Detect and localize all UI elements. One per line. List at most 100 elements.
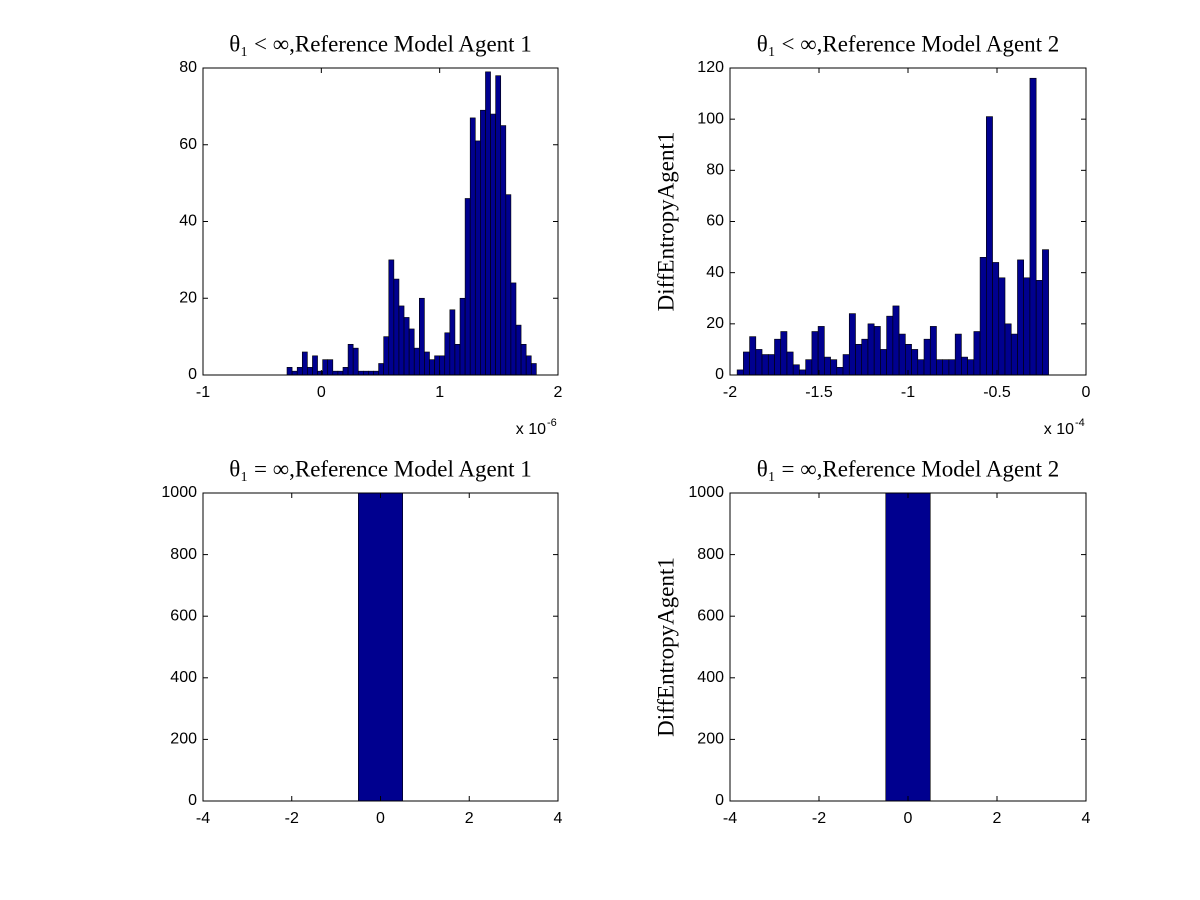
x-multiplier-exponent: -6 (547, 417, 557, 429)
bar (923, 338, 931, 376)
y-axis-label: DiffEntropyAgent1 (653, 132, 678, 312)
bar (842, 354, 850, 376)
x-multiplier-exponent: -4 (1075, 417, 1085, 429)
y-tick-label: 120 (697, 59, 724, 76)
y-tick-label: 400 (170, 669, 197, 686)
y-tick-label: 600 (697, 607, 724, 624)
bar (892, 305, 900, 376)
bar (312, 355, 318, 376)
bar (307, 367, 313, 376)
bar (811, 331, 819, 376)
y-tick-label: 800 (697, 546, 724, 563)
bar (439, 355, 446, 376)
x-tick-label: 4 (1082, 810, 1091, 827)
bar (1004, 323, 1012, 376)
bar (911, 349, 919, 376)
bar (992, 262, 1000, 376)
x-tick-label: 2 (993, 810, 1002, 827)
bar (515, 324, 522, 376)
y-tick-label: 800 (170, 546, 197, 563)
bar (322, 359, 329, 376)
bar (485, 71, 491, 376)
bar (505, 194, 512, 376)
bar (444, 332, 451, 376)
bar (1042, 249, 1049, 376)
bar (459, 297, 466, 376)
y-tick-label: 40 (706, 264, 724, 281)
bar (327, 359, 334, 376)
bar (434, 355, 440, 376)
bar (500, 125, 507, 376)
bar (885, 492, 931, 802)
bar (817, 326, 825, 376)
bar (961, 356, 968, 376)
bar (525, 355, 532, 376)
bar (469, 117, 476, 376)
x-multiplier: x 10 (516, 421, 546, 438)
bar (317, 370, 323, 376)
y-tick-label: 200 (697, 731, 724, 748)
bar (942, 359, 950, 376)
bar (780, 331, 788, 376)
bar (342, 367, 349, 376)
bar (352, 347, 359, 376)
y-tick-label: 0 (715, 366, 724, 383)
x-tick-label: -2 (723, 384, 737, 401)
y-tick-label: 0 (715, 792, 724, 809)
y-tick-label: 80 (179, 59, 197, 76)
bar (861, 338, 869, 376)
bar (373, 370, 379, 376)
x-tick-label: 0 (317, 384, 326, 401)
bar (403, 317, 410, 376)
y-tick-label: 40 (179, 213, 197, 230)
bar (449, 309, 456, 376)
bar (855, 343, 863, 376)
x-tick-label: -1 (901, 384, 915, 401)
subplot-title: θ₁ = ∞,Reference Model Agent 2 (757, 456, 1060, 481)
y-tick-label: 60 (706, 213, 724, 230)
bar (398, 305, 405, 376)
bar (510, 282, 517, 376)
bar (749, 336, 757, 376)
bar (1035, 280, 1043, 376)
y-tick-label: 600 (170, 607, 197, 624)
x-tick-label: -0.5 (983, 384, 1011, 401)
subplot-title: θ₁ < ∞,Reference Model Agent 2 (757, 31, 1060, 56)
bar (296, 367, 303, 376)
y-tick-label: 0 (188, 792, 197, 809)
x-tick-label: 0 (1082, 384, 1091, 401)
bar (761, 354, 769, 376)
bar (363, 370, 369, 376)
bar (383, 336, 390, 376)
y-tick-label: 400 (697, 669, 724, 686)
y-tick-label: 0 (188, 366, 197, 383)
bar (424, 351, 430, 376)
bar (419, 297, 425, 376)
bar (786, 351, 794, 376)
bar (986, 116, 993, 376)
bar (973, 331, 981, 376)
bar (792, 364, 800, 376)
x-tick-label: 2 (554, 384, 563, 401)
x-tick-label: -1.5 (805, 384, 833, 401)
bar (357, 370, 364, 376)
x-tick-label: -2 (812, 810, 826, 827)
bar (954, 333, 962, 376)
bar (979, 257, 987, 376)
bar (286, 367, 293, 376)
y-tick-label: 200 (170, 731, 197, 748)
bar (291, 370, 298, 376)
bar (867, 323, 875, 376)
bar (490, 113, 496, 376)
bar (774, 338, 782, 376)
bar (873, 326, 881, 376)
bar (495, 75, 502, 376)
bar (1029, 77, 1037, 376)
y-axis-label: DiffEntropyAgent1 (653, 557, 678, 737)
bar (824, 356, 831, 376)
bar (337, 370, 344, 376)
bar (1023, 277, 1031, 376)
x-tick-label: 0 (376, 810, 385, 827)
y-tick-label: 80 (706, 162, 724, 179)
